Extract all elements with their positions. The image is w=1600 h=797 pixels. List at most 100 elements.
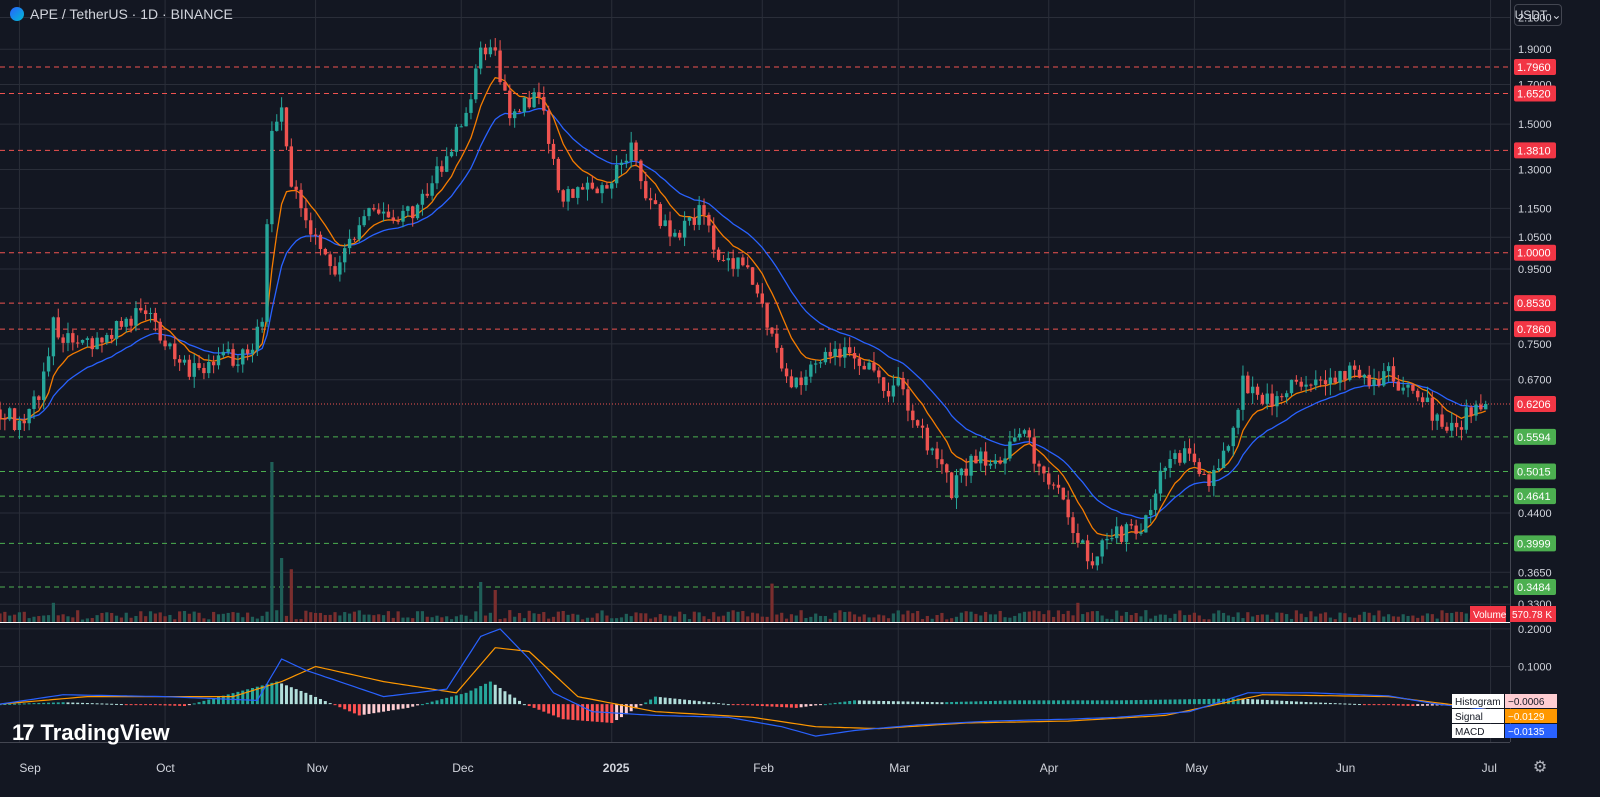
candle[interactable]: [1450, 422, 1454, 431]
candle[interactable]: [1095, 556, 1099, 566]
candle[interactable]: [207, 361, 211, 374]
candle[interactable]: [983, 451, 988, 466]
candle[interactable]: [168, 343, 172, 347]
candle[interactable]: [1119, 526, 1124, 542]
candle[interactable]: [420, 193, 425, 205]
candle[interactable]: [886, 390, 891, 397]
candle[interactable]: [294, 186, 298, 190]
candle[interactable]: [1090, 561, 1095, 566]
candle[interactable]: [430, 183, 434, 196]
candle[interactable]: [1153, 493, 1158, 510]
candle[interactable]: [449, 151, 454, 157]
candle[interactable]: [1352, 365, 1357, 370]
candle[interactable]: [1338, 371, 1342, 383]
candle[interactable]: [478, 47, 483, 69]
candle[interactable]: [143, 310, 148, 315]
candle[interactable]: [202, 367, 206, 374]
candle[interactable]: [279, 107, 284, 122]
candle[interactable]: [1357, 369, 1362, 378]
candle[interactable]: [391, 217, 395, 221]
candle[interactable]: [838, 348, 842, 358]
candle[interactable]: [527, 97, 531, 108]
candle[interactable]: [712, 225, 716, 250]
candle[interactable]: [440, 166, 444, 172]
candle[interactable]: [289, 146, 294, 187]
candle[interactable]: [1071, 517, 1075, 534]
candle[interactable]: [517, 111, 522, 113]
candle[interactable]: [857, 358, 862, 366]
candle[interactable]: [532, 92, 536, 108]
candle[interactable]: [338, 262, 342, 275]
candle[interactable]: [1056, 484, 1061, 488]
candle[interactable]: [920, 425, 925, 428]
candle[interactable]: [804, 376, 808, 386]
candle[interactable]: [624, 160, 629, 163]
candle[interactable]: [0, 409, 2, 419]
candle[interactable]: [619, 162, 624, 165]
candle[interactable]: [542, 96, 546, 111]
candle[interactable]: [867, 362, 871, 370]
candle[interactable]: [1212, 469, 1216, 486]
candle[interactable]: [1299, 381, 1303, 387]
candle[interactable]: [493, 47, 497, 51]
candle[interactable]: [323, 248, 328, 255]
candle[interactable]: [1280, 396, 1284, 398]
candle[interactable]: [95, 337, 99, 350]
candle[interactable]: [1115, 526, 1119, 539]
candle[interactable]: [1309, 384, 1313, 386]
candle[interactable]: [794, 377, 798, 388]
candle[interactable]: [3, 418, 7, 420]
candle[interactable]: [993, 460, 998, 464]
candle[interactable]: [571, 189, 575, 198]
candle[interactable]: [852, 352, 857, 359]
candle[interactable]: [915, 420, 920, 426]
candle[interactable]: [56, 317, 60, 338]
candle[interactable]: [1226, 446, 1231, 451]
candle[interactable]: [148, 312, 153, 315]
candle[interactable]: [707, 214, 711, 226]
candle[interactable]: [1275, 396, 1279, 407]
candle[interactable]: [129, 318, 133, 326]
candle[interactable]: [1420, 397, 1425, 403]
candle[interactable]: [843, 347, 847, 358]
candle[interactable]: [881, 377, 886, 391]
candle[interactable]: [872, 362, 876, 371]
candle[interactable]: [741, 257, 745, 266]
candle[interactable]: [663, 220, 667, 226]
candle[interactable]: [809, 364, 813, 377]
candle[interactable]: [1348, 365, 1352, 380]
candle[interactable]: [401, 210, 405, 222]
candle[interactable]: [75, 342, 80, 344]
candle[interactable]: [585, 182, 590, 190]
candle[interactable]: [1037, 463, 1041, 467]
candle[interactable]: [954, 475, 959, 499]
candle[interactable]: [1017, 433, 1022, 438]
candle[interactable]: [51, 317, 56, 357]
candle[interactable]: [1367, 374, 1371, 386]
candle[interactable]: [41, 371, 46, 400]
candle[interactable]: [1474, 404, 1478, 416]
candle[interactable]: [153, 312, 158, 322]
candle[interactable]: [1192, 453, 1197, 463]
candle[interactable]: [697, 205, 701, 225]
candle[interactable]: [566, 189, 570, 202]
candle[interactable]: [124, 318, 128, 327]
tradingview-logo[interactable]: 17 TradingView: [12, 720, 170, 746]
candle[interactable]: [411, 206, 415, 219]
candle[interactable]: [1022, 430, 1027, 434]
candle[interactable]: [1008, 441, 1012, 459]
candle[interactable]: [1236, 409, 1240, 428]
candle[interactable]: [483, 47, 488, 55]
candle[interactable]: [425, 193, 429, 196]
candle[interactable]: [877, 370, 881, 378]
candle[interactable]: [313, 234, 318, 236]
candle[interactable]: [318, 234, 323, 249]
candle[interactable]: [158, 321, 162, 341]
candle[interactable]: [1484, 403, 1488, 410]
candle[interactable]: [1241, 375, 1245, 410]
candle[interactable]: [474, 68, 478, 100]
candle[interactable]: [945, 464, 949, 473]
candle[interactable]: [396, 220, 400, 222]
candle[interactable]: [459, 126, 463, 128]
candle[interactable]: [847, 347, 852, 353]
